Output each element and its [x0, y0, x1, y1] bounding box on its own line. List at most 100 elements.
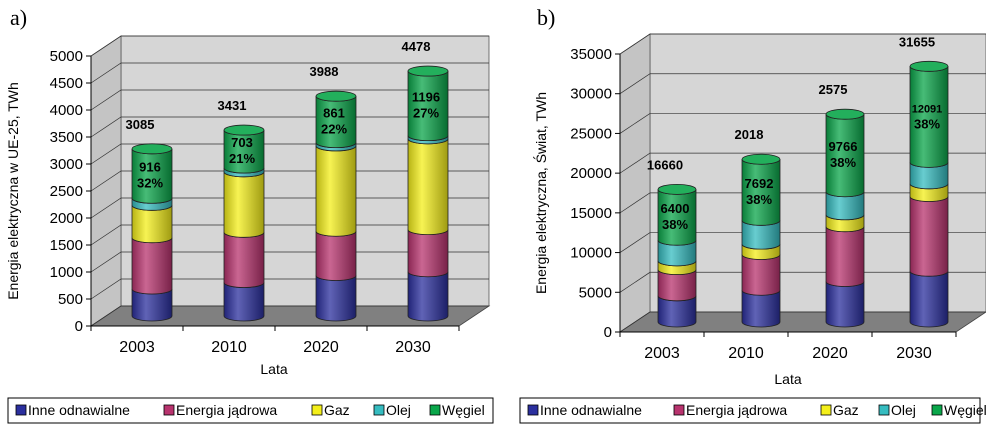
- gridline: [90, 305, 489, 327]
- segment-value-label: 9766: [829, 139, 858, 154]
- y-tick-label: 0: [604, 324, 612, 341]
- gridline: [619, 113, 986, 134]
- y-tick-label: 4500: [50, 75, 83, 92]
- gridline: [90, 224, 489, 246]
- x-axis-title: Lata: [774, 371, 801, 387]
- panel-label: a): [10, 5, 27, 30]
- bar-segment-gaz: [315, 145, 357, 237]
- legend-label: Węgiel: [442, 402, 485, 418]
- legend-label: Inne odnawialne: [540, 402, 642, 418]
- legend-label: Olej: [386, 402, 411, 418]
- gridline: [619, 192, 986, 214]
- panel-label: b): [537, 5, 555, 30]
- y-tick-label: 2000: [50, 210, 83, 227]
- bar-segment-energia-jądrowa: [825, 226, 865, 287]
- legend-label: Inne odnawialne: [28, 402, 130, 418]
- legend-swatch: [931, 404, 943, 416]
- gridline: [619, 311, 986, 333]
- gridline: [619, 73, 986, 95]
- gridline: [619, 271, 986, 293]
- bar-top-cap: [909, 60, 949, 72]
- y-tick-label: 1000: [50, 264, 83, 281]
- gridline: [90, 251, 489, 273]
- segment-value-label: 703: [231, 135, 253, 150]
- y-tick-label: 15000: [570, 205, 612, 222]
- bar-total-label: 4478: [402, 39, 431, 54]
- y-tick-label: 25000: [570, 125, 612, 142]
- y-tick-label: 10000: [570, 245, 612, 262]
- x-tick-label: 2003: [119, 339, 155, 356]
- legend-swatch: [673, 404, 685, 416]
- legend-swatch: [429, 404, 441, 416]
- chart-panel-b: 0 5000 10000 15000 20000 25000 30000 35000 2003 2…: [519, 5, 986, 424]
- segment-percent-label: 21%: [229, 151, 255, 166]
- legend-label: Energia jądrowa: [176, 402, 277, 418]
- segment-value-label: 1196: [412, 89, 440, 104]
- x-tick-label: 2010: [728, 345, 764, 362]
- bar-segment-inne-odnawialne: [407, 271, 449, 322]
- bar-segment-inne-odnawialne: [825, 281, 865, 328]
- bar-total-label: 31655: [899, 34, 935, 49]
- segment-percent-label: 38%: [830, 155, 856, 170]
- segment-value-label: 861: [323, 105, 345, 120]
- bar-total-label: 2575: [819, 82, 848, 97]
- bar-top-cap: [741, 153, 781, 165]
- legend: Inne odnawialne Energia jądrowa Gaz Olej Węg…: [519, 397, 986, 424]
- bar-top-cap: [407, 65, 449, 77]
- x-tick-label: 2003: [644, 345, 680, 362]
- legend-box: [519, 397, 981, 424]
- bar-segment-gaz: [223, 171, 265, 238]
- segment-value-label: 916: [139, 160, 161, 175]
- plot-side-wall: [619, 33, 651, 333]
- segment-percent-label: 38%: [746, 192, 772, 207]
- legend-box: [7, 397, 494, 424]
- segment-percent-label: 32%: [137, 176, 163, 191]
- legend-swatch: [878, 404, 890, 416]
- legend-swatch: [311, 404, 323, 416]
- x-tick-label: 2020: [303, 339, 339, 356]
- gridline: [90, 143, 489, 165]
- bar-segment-energia-jądrowa: [741, 254, 781, 296]
- bar-segment-inne-odnawialne: [741, 290, 781, 328]
- bar-top-cap: [657, 183, 697, 195]
- legend-swatch: [15, 404, 27, 416]
- segment-value-label: 7692: [745, 176, 774, 191]
- bar-total-label: 3085: [126, 117, 155, 132]
- bar-segment-energia-jądrowa: [223, 232, 265, 288]
- bar-segment-inne-odnawialne: [223, 282, 265, 322]
- bar-top-cap: [131, 143, 173, 155]
- bar-total-label: 3431: [218, 98, 247, 113]
- bar-segment-inne-odnawialne: [909, 271, 949, 328]
- gridline: [619, 232, 986, 253]
- x-tick-label: 2020: [812, 345, 848, 362]
- legend-label: Olej: [891, 402, 916, 418]
- segment-value-label: 6400: [661, 201, 690, 216]
- segment-percent-label: 27%: [413, 105, 439, 120]
- y-axis-title: Energia elektryczna, Świat, TWh: [532, 92, 549, 294]
- chart-panel-a: 0 500 1000 1500 2000 2500 3000 3500 4000 4500 5000…: [5, 5, 494, 424]
- y-tick-label: 2500: [50, 183, 83, 200]
- y-tick-label: 5000: [50, 48, 83, 65]
- bar-top-cap: [825, 108, 865, 120]
- legend-swatch: [820, 404, 832, 416]
- bar-segment-energia-jądrowa: [131, 237, 173, 295]
- bar-segment-gaz: [407, 138, 449, 235]
- bar-total-label: 3988: [310, 64, 339, 79]
- legend-label: Węgiel: [944, 402, 986, 418]
- gridline: [90, 197, 489, 219]
- bar-segment-gaz: [131, 205, 173, 244]
- bar-top-cap: [315, 90, 357, 102]
- bar-total-label: 2018: [735, 127, 764, 142]
- legend-swatch: [373, 404, 385, 416]
- gridline: [90, 116, 489, 138]
- legend-label: Energia jądrowa: [686, 402, 787, 418]
- gridline: [619, 33, 986, 55]
- gridline: [90, 35, 489, 57]
- bar-segment-energia-jądrowa: [407, 229, 449, 278]
